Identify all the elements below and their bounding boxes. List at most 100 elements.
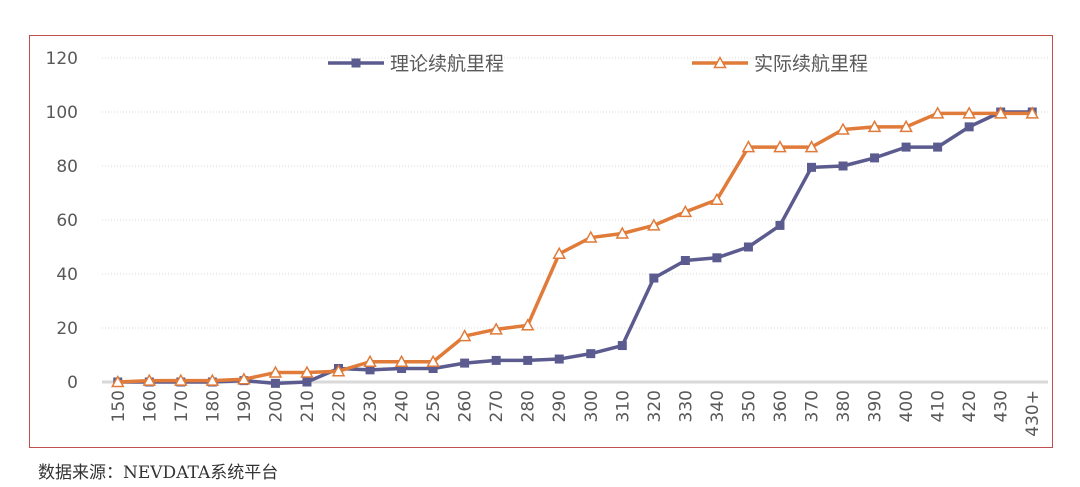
data-point	[302, 377, 312, 387]
x-tick-label: 260	[456, 390, 476, 422]
x-tick-label: 150	[109, 390, 129, 422]
data-point	[838, 161, 848, 171]
x-tick-label: 180	[203, 390, 223, 422]
data-point	[365, 365, 375, 375]
data-point	[870, 153, 880, 163]
x-tick-label: 230	[361, 390, 381, 422]
data-point	[460, 358, 470, 368]
data-point	[933, 142, 943, 152]
y-tick-label: 40	[56, 265, 78, 285]
data-point	[300, 365, 314, 378]
source-note: 数据来源：NEVDATA系统平台	[38, 463, 279, 483]
series-line	[117, 111, 1033, 384]
data-point	[491, 355, 501, 365]
x-tick-label: 250	[424, 390, 444, 422]
data-point	[804, 140, 819, 153]
data-point	[899, 119, 913, 133]
data-point	[520, 318, 535, 331]
x-tick-label: 380	[834, 390, 854, 422]
data-point	[428, 364, 438, 373]
chart-frame: 0 20 40 60 80 100 120 150 160 170 180 190 200 210 220…	[29, 35, 1053, 448]
x-tick-label: 240	[393, 390, 413, 422]
x-tick-label: 430+	[1023, 390, 1043, 437]
data-point	[773, 140, 787, 153]
x-tick-label: 420	[960, 390, 980, 422]
x-tick-label: 270	[487, 390, 507, 422]
data-point	[901, 142, 911, 152]
data-point	[649, 273, 659, 283]
x-tick-label: 300	[582, 390, 602, 422]
data-point	[205, 373, 220, 386]
x-tick-label: 190	[235, 390, 255, 422]
data-point	[237, 372, 251, 385]
data-point	[712, 253, 722, 263]
x-tick-label: 320	[645, 390, 665, 422]
y-tick-label: 0	[67, 373, 78, 393]
x-tick-label: 360	[771, 390, 791, 422]
data-point	[962, 106, 976, 119]
data-point	[174, 373, 188, 386]
data-point	[678, 204, 693, 218]
data-point	[930, 106, 945, 119]
x-tick-label: 350	[739, 390, 759, 422]
data-point	[552, 246, 567, 259]
y-tick-label: 20	[56, 319, 78, 339]
y-axis: 0 20 40 60 80 100 120	[46, 49, 78, 393]
data-point	[680, 256, 690, 265]
data-point	[964, 122, 974, 132]
data-point	[741, 140, 756, 153]
series-lines	[110, 106, 1040, 388]
data-point	[710, 192, 724, 205]
data-point	[554, 354, 564, 364]
data-point	[270, 378, 280, 388]
data-point	[397, 364, 407, 373]
x-tick-label: 430	[992, 390, 1012, 422]
x-tick-label: 390	[866, 390, 886, 422]
data-point	[807, 162, 816, 172]
series-line	[117, 110, 1033, 386]
data-point	[363, 354, 377, 367]
x-tick-label: 410	[929, 390, 949, 422]
data-point	[583, 230, 598, 243]
data-point	[457, 329, 472, 342]
legend-label: 理论续航里程	[390, 53, 504, 75]
data-point	[615, 226, 630, 239]
legend-marker	[351, 58, 361, 68]
x-tick-label: 340	[708, 390, 728, 422]
data-point	[426, 354, 440, 367]
x-tick-label: 310	[613, 390, 633, 422]
x-axis: 150 160 170 180 190 200 210 220 230 240 250 260 270 2…	[102, 380, 1048, 437]
x-tick-label: 220	[330, 390, 350, 422]
x-tick-label: 170	[172, 390, 192, 422]
data-point	[1025, 106, 1040, 119]
data-point	[743, 242, 753, 252]
x-tick-label: 330	[676, 390, 696, 422]
y-tick-label: 80	[56, 157, 78, 177]
x-tick-label: 280	[519, 390, 539, 422]
line-chart: 0 20 40 60 80 100 120 150 160 170 180 190 200 210 220…	[46, 49, 1048, 437]
y-tick-label: 100	[46, 103, 78, 123]
legend-label: 实际续航里程	[754, 53, 868, 75]
data-point	[394, 354, 409, 367]
data-point	[523, 355, 533, 365]
x-tick-label: 160	[140, 390, 160, 422]
data-point	[617, 341, 627, 351]
data-point	[647, 218, 661, 231]
data-point	[331, 364, 346, 377]
data-point	[489, 322, 503, 335]
data-point	[836, 122, 850, 135]
data-point	[993, 106, 1008, 119]
data-point	[586, 349, 596, 359]
x-tick-label: 290	[550, 390, 570, 422]
data-point	[142, 373, 157, 386]
data-point	[110, 374, 125, 388]
x-tick-label: 370	[803, 390, 823, 422]
legend-marker	[713, 55, 727, 69]
x-tick-label: 200	[266, 390, 286, 422]
y-tick-label: 120	[46, 49, 78, 69]
x-tick-label: 400	[897, 390, 917, 422]
grid-lines	[102, 57, 1048, 329]
data-point	[775, 220, 785, 230]
data-point	[268, 365, 283, 378]
y-tick-label: 60	[56, 211, 78, 231]
